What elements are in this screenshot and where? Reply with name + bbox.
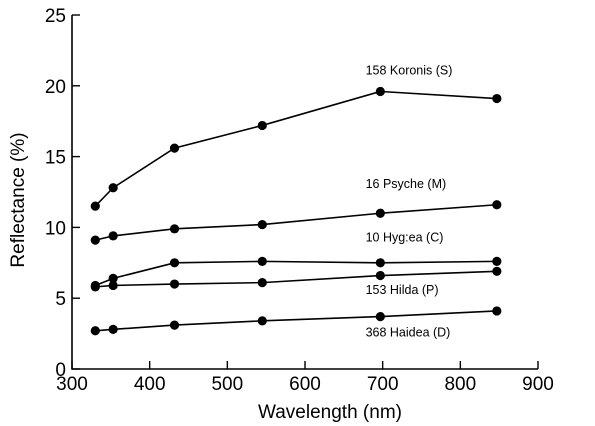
y-tick-label: 20 (45, 77, 66, 98)
data-point (257, 316, 267, 326)
series-labels: 158 Koronis (S) 16 Psyche (M) 10 Hyg:ea (C… (366, 63, 453, 339)
series-label: 158 Koronis (S) (366, 63, 453, 77)
series-label: 153 Hilda (P) (366, 283, 439, 297)
series-marks (90, 86, 502, 336)
data-point (108, 324, 118, 334)
series (90, 266, 502, 292)
axes: 300 400 500 600 700 800 900 0 5 10 15 20 25 (45, 6, 554, 395)
x-tick-label: 300 (56, 374, 88, 395)
y-tick-label: 25 (45, 6, 66, 27)
data-point (90, 235, 100, 245)
data-point (108, 280, 118, 291)
data-point (169, 224, 180, 234)
x-tick-label: 500 (211, 374, 243, 395)
data-point (169, 320, 180, 330)
series (90, 86, 502, 211)
y-tick-label: 0 (55, 360, 66, 381)
data-point (375, 312, 385, 322)
data-point (90, 282, 100, 292)
x-tick-label: 900 (522, 374, 554, 395)
x-tick-label: 400 (134, 374, 166, 395)
data-point (375, 258, 385, 268)
y-axis-title: Reflectance (%) (8, 132, 29, 267)
data-point (257, 120, 267, 131)
data-point (169, 258, 180, 268)
x-tick-label: 800 (444, 374, 476, 395)
x-axis-title: Wavelength (nm) (258, 402, 402, 423)
series (90, 200, 502, 245)
data-point (257, 256, 267, 266)
data-point (492, 266, 502, 276)
series (90, 306, 502, 336)
x-tick-label: 600 (289, 374, 321, 395)
series-label: 10 Hyg:ea (C) (366, 231, 444, 245)
data-point (375, 208, 385, 218)
data-point (492, 200, 502, 210)
y-tick-label: 10 (45, 218, 66, 239)
data-point (375, 270, 385, 281)
data-point (375, 86, 385, 97)
data-point (257, 219, 267, 230)
data-point (492, 93, 502, 104)
data-point (108, 273, 118, 283)
axis-frame (71, 15, 538, 370)
data-point (492, 306, 502, 316)
y-tick-label: 5 (55, 289, 66, 310)
y-tick-label: 15 (45, 148, 66, 169)
data-point (90, 201, 100, 211)
data-point (90, 326, 100, 336)
data-point (108, 231, 118, 241)
data-point (492, 256, 502, 266)
data-point (169, 143, 180, 153)
series-label: 368 Haidea (D) (366, 325, 451, 339)
data-point (169, 279, 180, 289)
data-point (108, 183, 118, 193)
series-label: 16 Psyche (M) (366, 177, 447, 191)
x-tick-label: 700 (367, 374, 399, 395)
data-point (257, 278, 267, 288)
